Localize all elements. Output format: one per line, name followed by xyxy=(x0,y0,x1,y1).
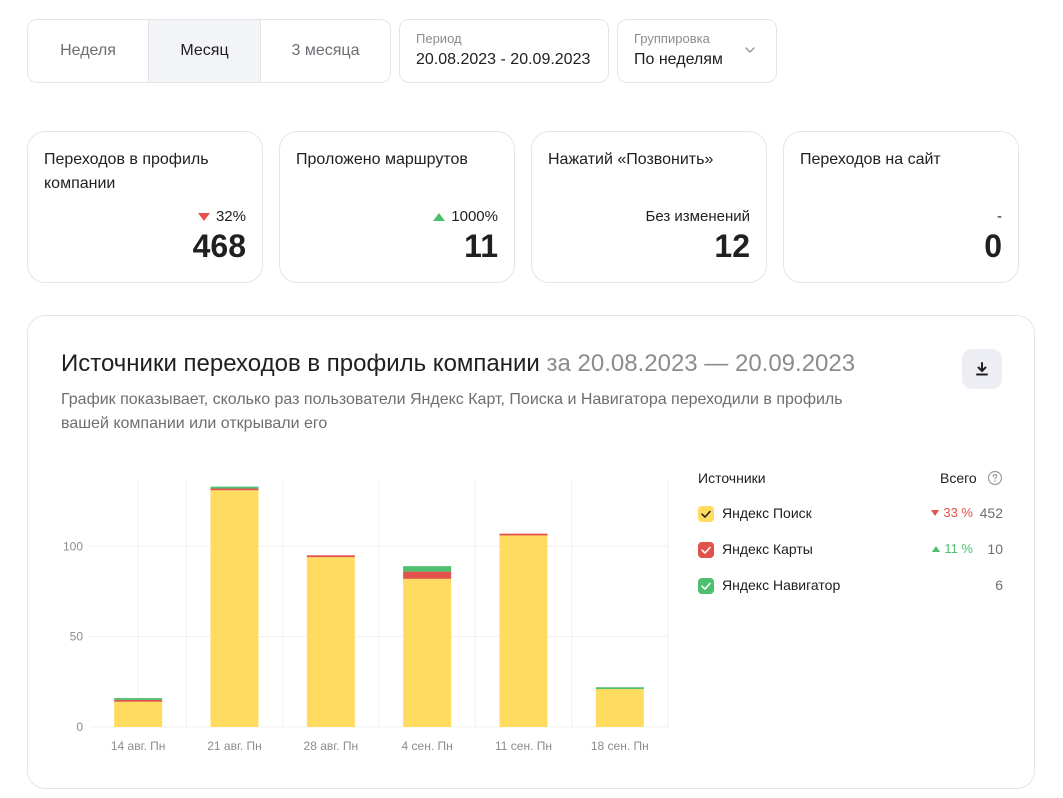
period-value: 20.08.2023 - 20.09.2023 xyxy=(416,51,591,68)
legend-total-header: Всего xyxy=(940,470,977,486)
bar-segment xyxy=(403,566,452,572)
bar-segment xyxy=(210,486,259,489)
legend-item-name: Яндекс Карты xyxy=(722,541,813,557)
y-tick-label: 100 xyxy=(63,539,83,553)
kpi-delta: 32% xyxy=(197,208,246,225)
kpi-delta: Без изменений xyxy=(646,208,750,225)
legend-item-name: Яндекс Навигатор xyxy=(722,577,841,593)
help-icon[interactable] xyxy=(987,470,1003,486)
panel-date-range: за 20.08.2023 — 20.09.2023 xyxy=(546,350,856,377)
legend-item-delta: 33 % xyxy=(931,505,973,520)
trend-down-icon xyxy=(197,212,210,221)
kpi-delta: - xyxy=(997,208,1002,225)
legend-item-name: Яндекс Поиск xyxy=(722,505,812,521)
x-tick-label: 21 авг. Пн xyxy=(207,739,262,753)
bar-segment xyxy=(210,488,259,491)
tab-3-months[interactable]: 3 месяца xyxy=(260,20,390,82)
bar-segment xyxy=(595,689,644,727)
panel-title-text: Источники переходов в профиль компании xyxy=(61,350,540,377)
grouping-label: Группировка xyxy=(634,31,710,46)
chevron-down-icon xyxy=(745,47,755,54)
kpi-value: 11 xyxy=(464,228,498,264)
kpi-title: Переходов в профиль компании xyxy=(44,151,209,192)
trend-down-icon xyxy=(931,509,940,516)
kpi-title: Переходов на сайт xyxy=(800,151,941,168)
panel-description: График показывает, сколько раз пользоват… xyxy=(61,391,843,432)
period-tabs: Неделя Месяц 3 месяца xyxy=(27,19,391,83)
bar-segment xyxy=(306,557,355,727)
legend-item-delta-text: 11 % xyxy=(944,541,973,556)
x-tick-label: 4 сен. Пн xyxy=(402,739,453,753)
y-tick-label: 50 xyxy=(70,630,84,644)
legend-item-yandex-search[interactable]: Яндекс Поиск 33 % 452 xyxy=(698,505,1003,525)
kpi-value: 468 xyxy=(192,228,246,264)
kpi-card-routes: Проложено маршрутов 1000% 11 xyxy=(279,131,515,283)
bar-segment xyxy=(403,578,452,727)
kpi-card-site-visits: Переходов на сайт - 0 xyxy=(783,131,1019,283)
kpi-card-profile-visits: Переходов в профиль компании 32% 468 xyxy=(27,131,263,283)
checkbox-checked-icon[interactable] xyxy=(698,506,714,522)
legend-item-total: 452 xyxy=(979,505,1003,521)
tab-month[interactable]: Месяц xyxy=(148,20,260,82)
grouping-select[interactable]: Группировка По неделям xyxy=(617,19,777,83)
sources-panel: Источники переходов в профиль компании з… xyxy=(27,315,1035,789)
kpi-delta-text: 32% xyxy=(215,208,246,225)
bar-segment xyxy=(114,701,163,727)
bar-segment xyxy=(403,571,452,579)
kpi-value: 12 xyxy=(714,228,750,264)
bar-segment xyxy=(595,687,644,690)
bar-segment xyxy=(114,699,163,702)
legend-sources-header: Источники xyxy=(698,470,766,486)
legend-item-total: 10 xyxy=(987,541,1003,557)
sources-chart: 0 50 100 14 авг. Пн 21 авг. Пн 28 авг. Пн 4 се… xyxy=(63,479,669,753)
kpi-card-calls: Нажатий «Позвонить» Без изменений 12 xyxy=(531,131,767,283)
kpi-title: Нажатий «Позвонить» xyxy=(548,151,714,168)
bar-segment xyxy=(114,698,163,700)
kpi-delta: 1000% xyxy=(433,208,498,225)
grouping-value: По неделям xyxy=(634,51,723,68)
legend-item-yandex-maps[interactable]: Яндекс Карты 11 % 10 xyxy=(698,541,1003,561)
kpi-value: 0 xyxy=(984,228,1002,264)
x-tick-label: 18 сен. Пн xyxy=(591,739,649,753)
checkbox-checked-icon[interactable] xyxy=(698,578,714,594)
legend-item-yandex-navigator[interactable]: Яндекс Навигатор 6 xyxy=(698,577,1003,597)
download-button[interactable] xyxy=(962,349,1002,389)
legend-item-total: 6 xyxy=(995,577,1003,593)
kpi-delta-text: Без изменений xyxy=(645,208,750,225)
period-label: Период xyxy=(416,31,462,46)
checkbox-checked-icon[interactable] xyxy=(698,542,714,558)
trend-up-icon xyxy=(433,212,446,221)
x-tick-label: 14 авг. Пн xyxy=(111,739,166,753)
legend-item-delta: 11 % xyxy=(932,541,973,556)
kpi-title: Проложено маршрутов xyxy=(296,151,468,168)
x-tick-label: 28 авг. Пн xyxy=(304,739,359,753)
bar-segment xyxy=(210,490,259,727)
legend-item-delta-text: 33 % xyxy=(943,505,973,520)
bar-segment xyxy=(306,555,355,558)
period-field[interactable]: Период 20.08.2023 - 20.09.2023 xyxy=(399,19,609,83)
kpi-delta-text: 1000% xyxy=(451,208,498,225)
panel-title: Источники переходов в профиль компании з… xyxy=(61,350,855,378)
y-tick-label: 0 xyxy=(76,720,83,734)
kpi-delta-text: - xyxy=(997,208,1002,225)
tab-week[interactable]: Неделя xyxy=(60,42,116,59)
bar-segment xyxy=(499,533,548,536)
bar-segment xyxy=(499,535,548,727)
trend-up-icon xyxy=(932,545,941,552)
x-tick-label: 11 сен. Пн xyxy=(495,739,552,753)
download-icon xyxy=(976,362,988,376)
